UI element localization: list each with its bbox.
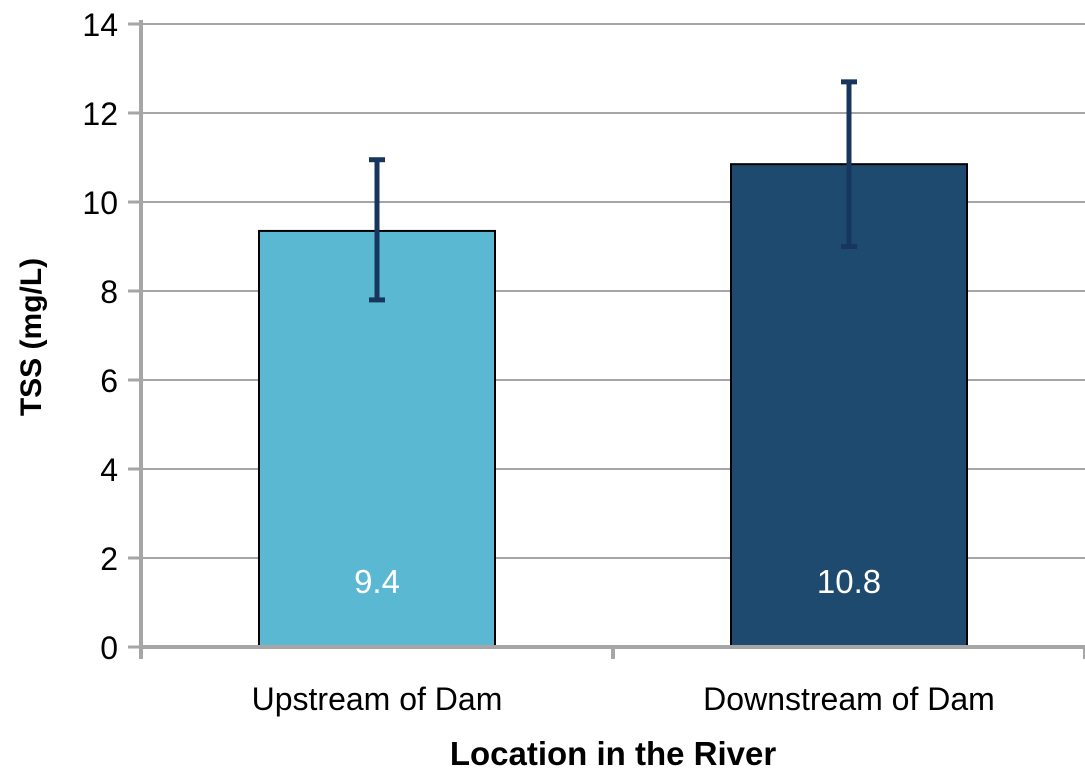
axes — [128, 20, 1085, 659]
y-axis-title: TSS (mg/L) — [15, 258, 48, 416]
x-tick-label: Upstream of Dam — [252, 681, 503, 717]
y-tick-label: 6 — [100, 363, 118, 399]
error-bars — [369, 79, 857, 303]
x-tick-label: Downstream of Dam — [703, 681, 995, 717]
y-tick-label: 0 — [100, 630, 118, 666]
y-tick-label: 14 — [82, 7, 118, 43]
y-tick-label: 8 — [100, 274, 118, 310]
data-label: 10.8 — [817, 563, 881, 600]
y-tick-label: 2 — [100, 541, 118, 577]
labels: 0 2 4 6 8 10 12 14 9.4 Upstream of Dam 10.8 Downstr… — [82, 7, 994, 717]
y-tick-label: 4 — [100, 452, 118, 488]
y-tick-label: 10 — [82, 185, 118, 221]
y-tick-label: 12 — [82, 96, 118, 132]
data-label: 9.4 — [354, 563, 400, 600]
x-axis-title: Location in the River — [450, 735, 777, 772]
